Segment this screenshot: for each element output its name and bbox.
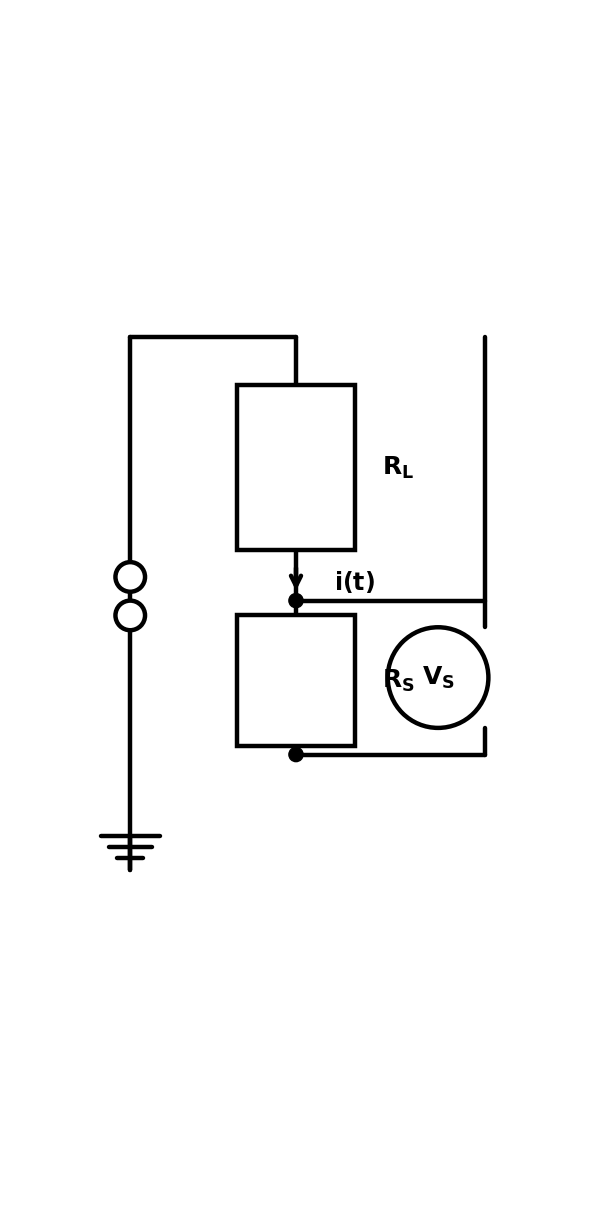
Text: $\mathbf{i(t)}$: $\mathbf{i(t)}$ xyxy=(334,569,375,595)
Text: $\mathbf{V_S}$: $\mathbf{V_S}$ xyxy=(422,664,455,691)
Text: $\mathbf{R_S}$: $\mathbf{R_S}$ xyxy=(382,668,414,694)
Circle shape xyxy=(115,601,145,630)
Circle shape xyxy=(289,747,303,762)
Text: $\mathbf{R_L}$: $\mathbf{R_L}$ xyxy=(382,455,414,480)
Circle shape xyxy=(388,628,488,728)
Bar xyxy=(237,384,355,550)
Circle shape xyxy=(115,562,145,591)
Circle shape xyxy=(289,594,303,608)
Bar xyxy=(237,616,355,746)
